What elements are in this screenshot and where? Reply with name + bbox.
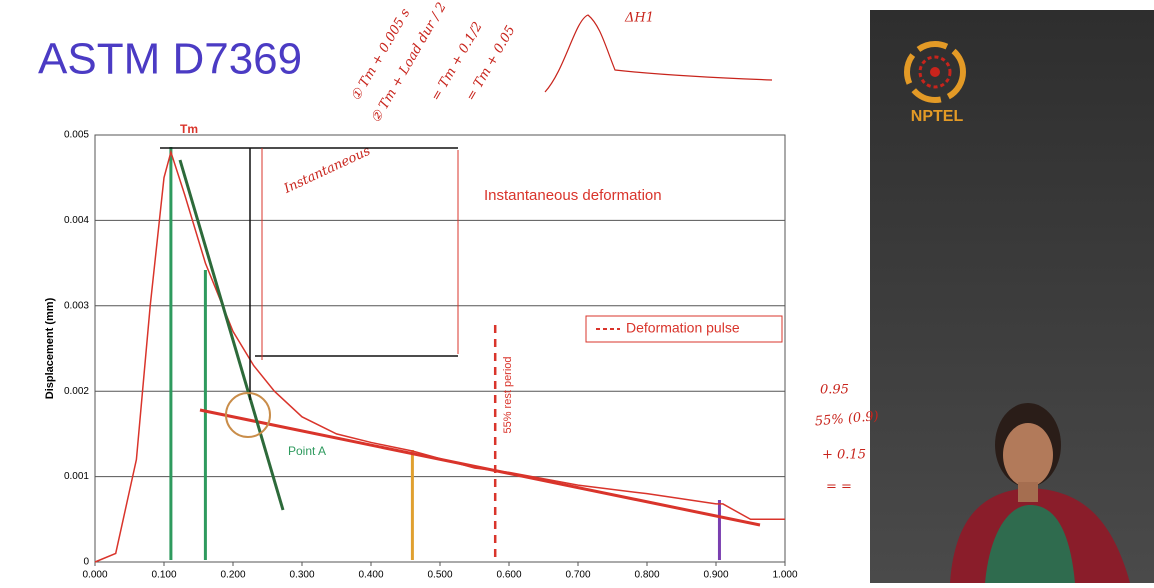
annotation: 55% rest period: [502, 356, 514, 433]
screen: ASTM D7369 NPTEL ① Tm + 0.005 s② Tm + Lo…: [0, 0, 1154, 583]
annotation: Instantaneous deformation: [484, 187, 662, 204]
y-tick-label: 0.001: [64, 471, 89, 482]
hand-note: ΔH1: [624, 11, 654, 26]
annotation: Tm: [180, 122, 198, 136]
y-axis-label: Displacement (mm): [44, 297, 56, 399]
x-tick-label: 0.200: [220, 570, 245, 581]
x-tick-label: 0.900: [703, 570, 728, 581]
hand-note: 0.95: [820, 383, 849, 398]
x-tick-label: 0.100: [151, 570, 176, 581]
hand-note: + 0.15: [822, 448, 866, 463]
y-tick-label: 0: [83, 557, 89, 568]
x-tick-label: 1.000: [772, 570, 797, 581]
x-tick-label: 0.800: [634, 570, 659, 581]
y-tick-label: 0.003: [64, 300, 89, 311]
x-tick-label: 0.400: [358, 570, 383, 581]
x-tick-label: 0.000: [82, 570, 107, 581]
x-tick-label: 0.500: [427, 570, 452, 581]
legend-label: Deformation pulse: [626, 320, 740, 336]
slide-title: ASTM D7369: [38, 35, 302, 84]
y-tick-label: 0.005: [64, 130, 89, 141]
x-tick-label: 0.600: [496, 570, 521, 581]
y-tick-label: 0.004: [64, 215, 89, 226]
x-tick-label: 0.700: [565, 570, 590, 581]
y-tick-label: 0.002: [64, 386, 89, 397]
x-tick-label: 0.300: [289, 570, 314, 581]
hand-note: = =: [826, 480, 852, 495]
logo-text: NPTEL: [911, 108, 964, 125]
annotation: Point A: [288, 444, 326, 458]
